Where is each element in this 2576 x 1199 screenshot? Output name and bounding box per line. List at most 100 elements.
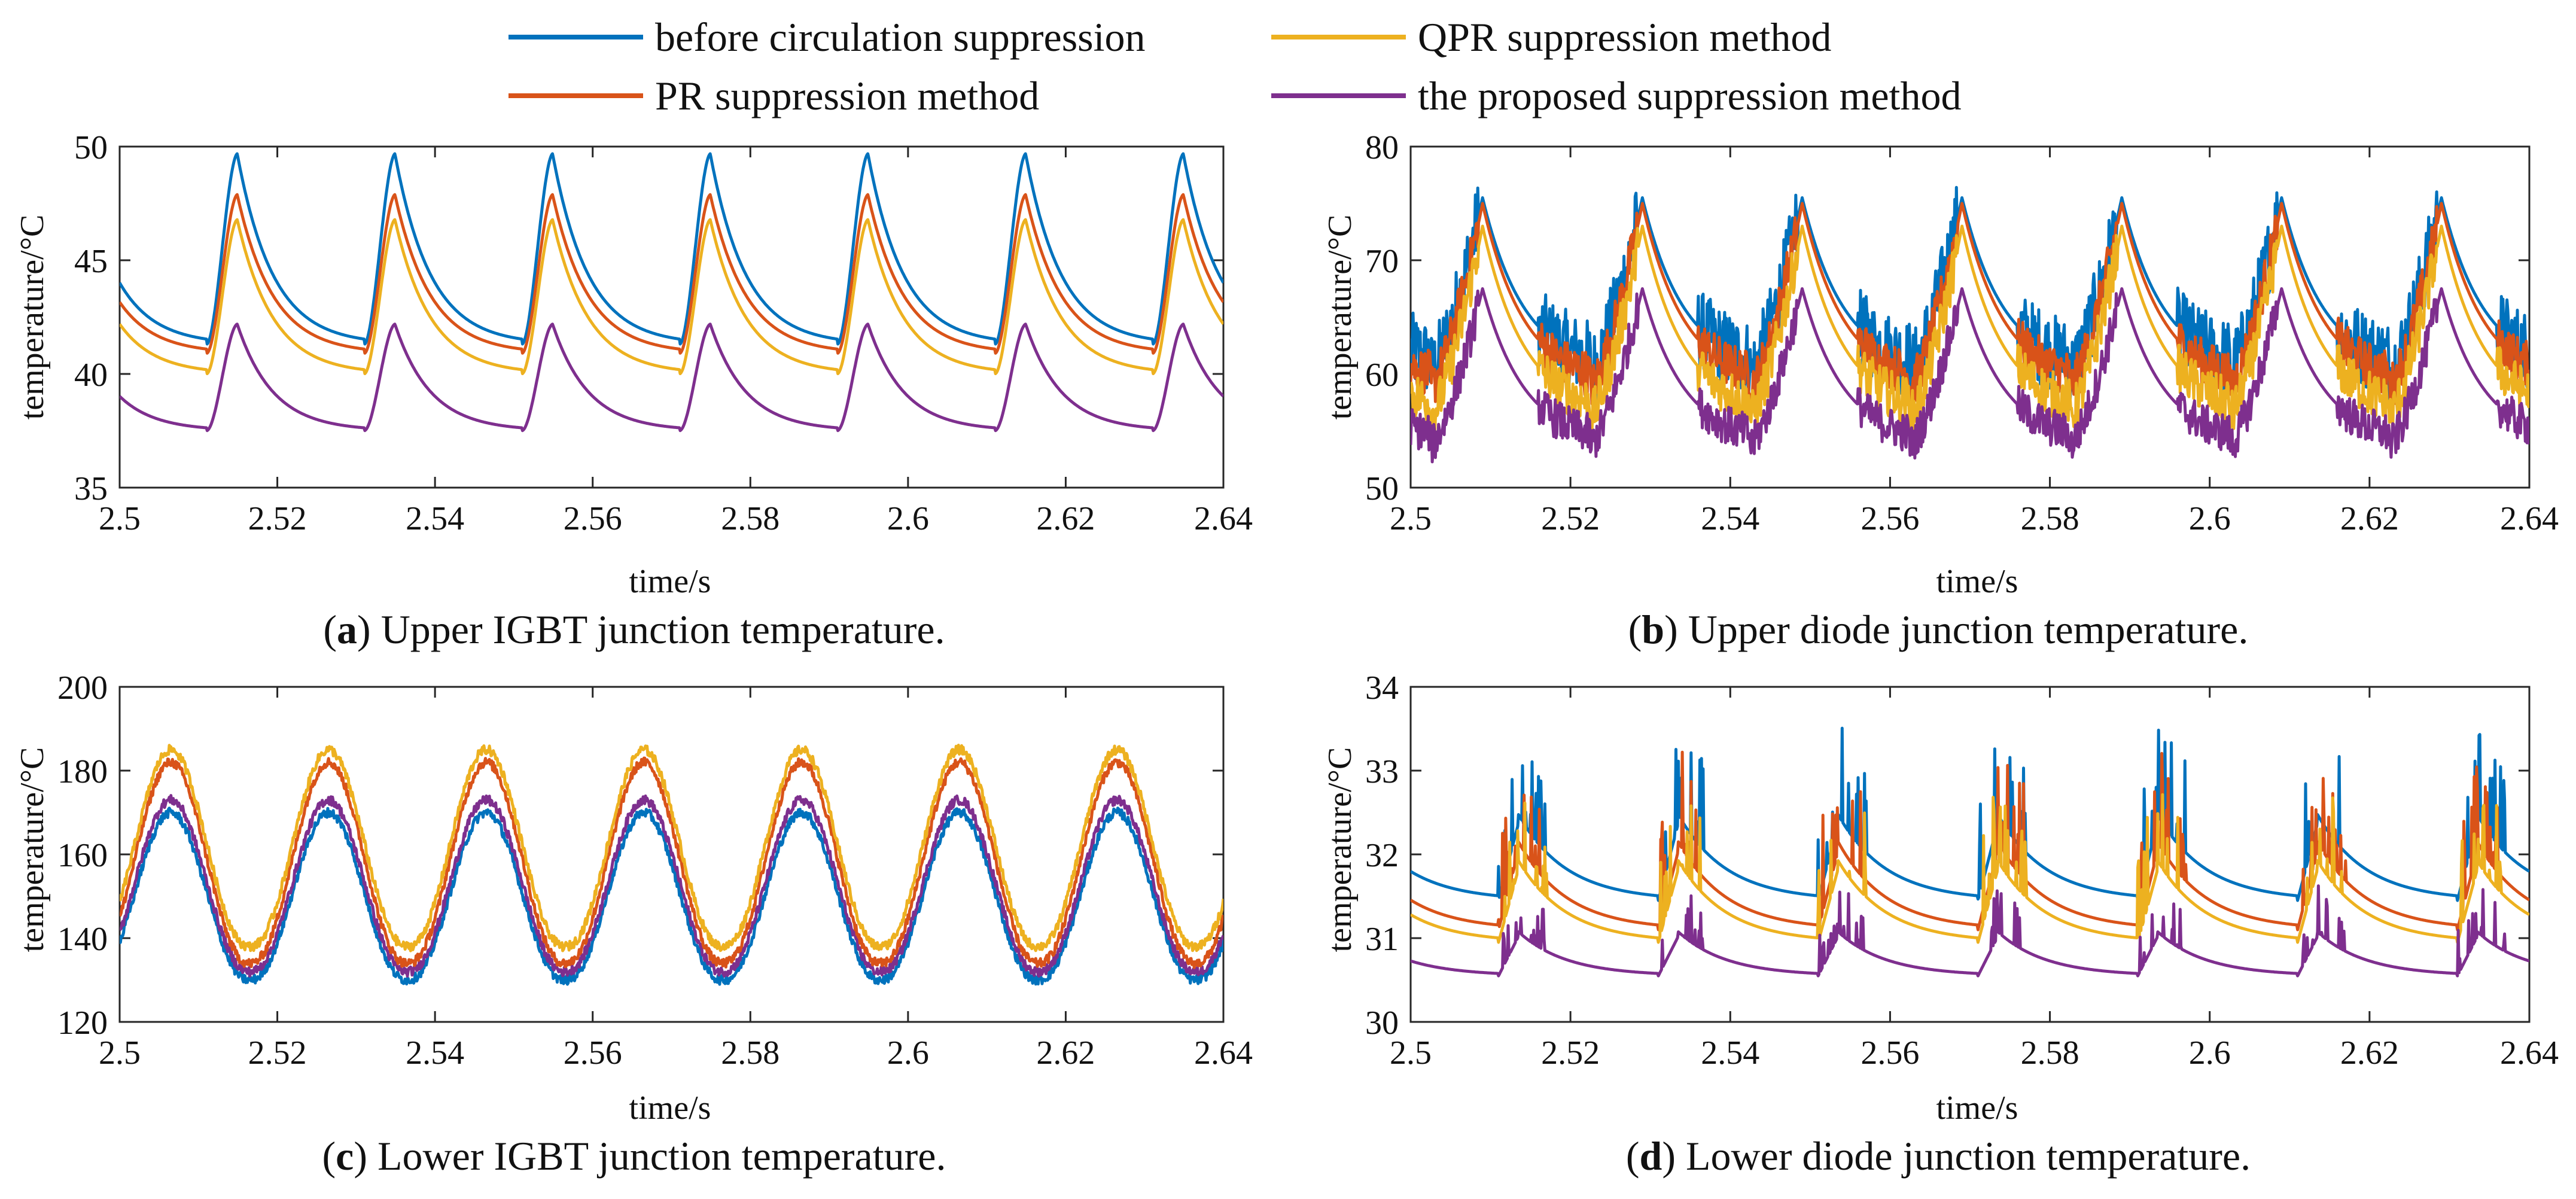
panel-c-xtick-label: 2.5 [99,1034,141,1072]
panel-d-ytick-label: 30 [1365,1005,1399,1042]
panel-a-xtick-label: 2.56 [564,500,622,537]
panel-d-xtick-label: 2.64 [2500,1034,2559,1072]
legend-item-proposed: the proposed suppression method [1271,73,1961,118]
panel-a-axes-box [118,145,1225,489]
panel-c-xtick-label: 2.54 [406,1034,464,1072]
panel-c-xtick-label: 2.6 [887,1034,929,1072]
panel-d-xtick-label: 2.58 [2021,1034,2079,1072]
panel-d: 2.5 2.52 2.54 2.56 2.58 2.6 2.62 2.64 30 31 32 33 34… [1322,670,2559,1179]
panel-d-ytick-label: 31 [1365,921,1399,958]
panel-c-ylabel: temperature/°C [14,747,51,952]
panel-d-plot: 2.5 2.52 2.54 2.56 2.58 2.6 2.62 2.64 30 31 32 33 34 [1365,670,2559,1072]
panel-b-caption-text: Upper diode junction temperature. [1688,607,2249,652]
panel-c-ytick-label: 200 [57,670,108,707]
panel-d-ylabel: temperature/°C [1322,747,1359,952]
legend-label-pr: PR suppression method [655,73,1039,118]
panel-a-xtick-label: 2.62 [1036,500,1095,537]
panel-b-xtick-label: 2.6 [2189,500,2231,537]
panel-d-xtick-label: 2.54 [1701,1034,1759,1072]
panel-c-series-qpr-suppression-method [120,744,1223,952]
panel-d-ytick-label: 32 [1365,837,1399,874]
panel-b-ytick-label: 60 [1365,357,1399,394]
panel-b-series-the-proposed-suppression-method [1411,287,2529,464]
panel-d-series-before-circulation-suppression [1411,726,2529,902]
panel-c: 2.5 2.52 2.54 2.56 2.58 2.6 2.62 2.64 120 140 160 1… [14,670,1253,1179]
panel-d-xtick-label: 2.5 [1390,1034,1432,1072]
panel-d-series-the-proposed-suppression-method [1411,884,2529,978]
panel-c-xtick-label: 2.64 [1194,1034,1253,1072]
legend-label-qpr: QPR suppression method [1418,14,1831,60]
panel-a-ytick-label: 35 [74,470,108,507]
panel-c-caption-text: Lower IGBT junction temperature. [377,1133,946,1179]
panel-d-ytick-label: 34 [1365,670,1399,707]
panel-b-series-qpr-suppression-method [1411,224,2529,442]
panel-b-axes-box [1409,145,2531,489]
panel-b-xtick-label: 2.62 [2340,500,2399,537]
panel-a-series-before-circulation-suppression [120,152,1223,346]
panel-d-series-pr-suppression-method [1411,750,2529,932]
legend-label-before: before circulation suppression [655,14,1146,60]
panel-d-series-qpr-suppression-method [1411,793,2529,944]
legend-item-before: before circulation suppression [508,14,1146,60]
panel-d-xtick-label: 2.6 [2189,1034,2231,1072]
panel-c-xtick-label: 2.62 [1036,1034,1095,1072]
panel-d-ytick-label: 33 [1365,753,1399,790]
panel-a-ytick-label: 45 [74,243,108,280]
panel-c-xtick-label: 2.56 [564,1034,622,1072]
panel-a-caption: (a) Upper IGBT junction temperature. [323,607,945,652]
panel-c-caption: (c) Lower IGBT junction temperature. [322,1133,946,1179]
panel-c-ytick-label: 120 [57,1005,108,1042]
panel-c-ytick-label: 140 [57,921,108,958]
panel-b-xtick-label: 2.5 [1390,500,1432,537]
panel-b-caption-letter: b [1642,607,1664,652]
legend-item-pr: PR suppression method [508,73,1039,118]
panel-a-series-pr-suppression-method [120,193,1223,355]
panel-a-xtick-label: 2.58 [721,500,780,537]
panel-b-ytick-label: 50 [1365,470,1399,507]
panel-b-xtick-label: 2.58 [2021,500,2079,537]
panel-a: 2.5 2.52 2.54 2.56 2.58 2.6 2.62 2.64 35 40 45 50 t… [14,129,1253,652]
panel-b-xtick-label: 2.56 [1861,500,1919,537]
panel-a-xlabel: time/s [629,563,711,600]
panel-a-xtick-label: 2.52 [248,500,307,537]
panel-c-xlabel: time/s [629,1090,711,1127]
panel-d-caption: (d) Lower diode junction temperature. [1626,1133,2251,1179]
panel-b-xtick-label: 2.52 [1541,500,1600,537]
panel-b-ytick-label: 70 [1365,243,1399,280]
panel-a-xtick-label: 2.5 [99,500,141,537]
panel-a-ytick-label: 40 [74,357,108,394]
legend-item-qpr: QPR suppression method [1271,14,1831,60]
panel-a-series-the-proposed-suppression-method [120,322,1223,433]
panel-a-ytick-label: 50 [74,129,108,166]
panel-a-xtick-label: 2.64 [1194,500,1253,537]
panel-d-caption-text: Lower diode junction temperature. [1686,1133,2251,1179]
panel-a-xtick-label: 2.6 [887,500,929,537]
panel-c-xtick-label: 2.58 [721,1034,780,1072]
legend: before circulation suppression QPR suppr… [508,14,1961,118]
panel-a-caption-text: Upper IGBT junction temperature. [381,607,945,652]
panel-a-ylabel: temperature/°C [14,215,51,420]
panel-b: 2.5 2.52 2.54 2.56 2.58 2.6 2.62 2.64 50 60 70 80 t… [1322,129,2559,652]
panel-d-xtick-label: 2.56 [1861,1034,1919,1072]
panel-b-xtick-label: 2.54 [1701,500,1759,537]
panel-c-series-the-proposed-suppression-method [120,794,1223,978]
panel-c-plot: 2.5 2.52 2.54 2.56 2.58 2.6 2.62 2.64 120 140 160 1… [57,670,1253,1072]
panel-b-xlabel: time/s [1936,563,2018,600]
panel-c-series-pr-suppression-method [120,756,1223,969]
panel-b-ylabel: temperature/°C [1322,215,1359,420]
panel-b-ytick-label: 80 [1365,129,1399,166]
panel-d-xtick-label: 2.52 [1541,1034,1600,1072]
panel-d-xlabel: time/s [1936,1090,2018,1127]
panel-c-xtick-label: 2.52 [248,1034,307,1072]
panel-c-caption-letter: c [336,1133,354,1179]
legend-label-proposed: the proposed suppression method [1418,73,1961,118]
panel-d-caption-letter: d [1640,1133,1662,1179]
panel-b-plot: 2.5 2.52 2.54 2.56 2.58 2.6 2.62 2.64 50 60 70 80 [1365,129,2559,537]
panel-d-xtick-label: 2.62 [2340,1034,2399,1072]
panel-a-caption-letter: a [337,607,357,652]
panel-b-series-pr-suppression-method [1411,202,2529,409]
panel-b-xtick-label: 2.64 [2500,500,2559,537]
panel-c-ytick-label: 160 [57,837,108,874]
panel-c-ytick-label: 180 [57,753,108,790]
